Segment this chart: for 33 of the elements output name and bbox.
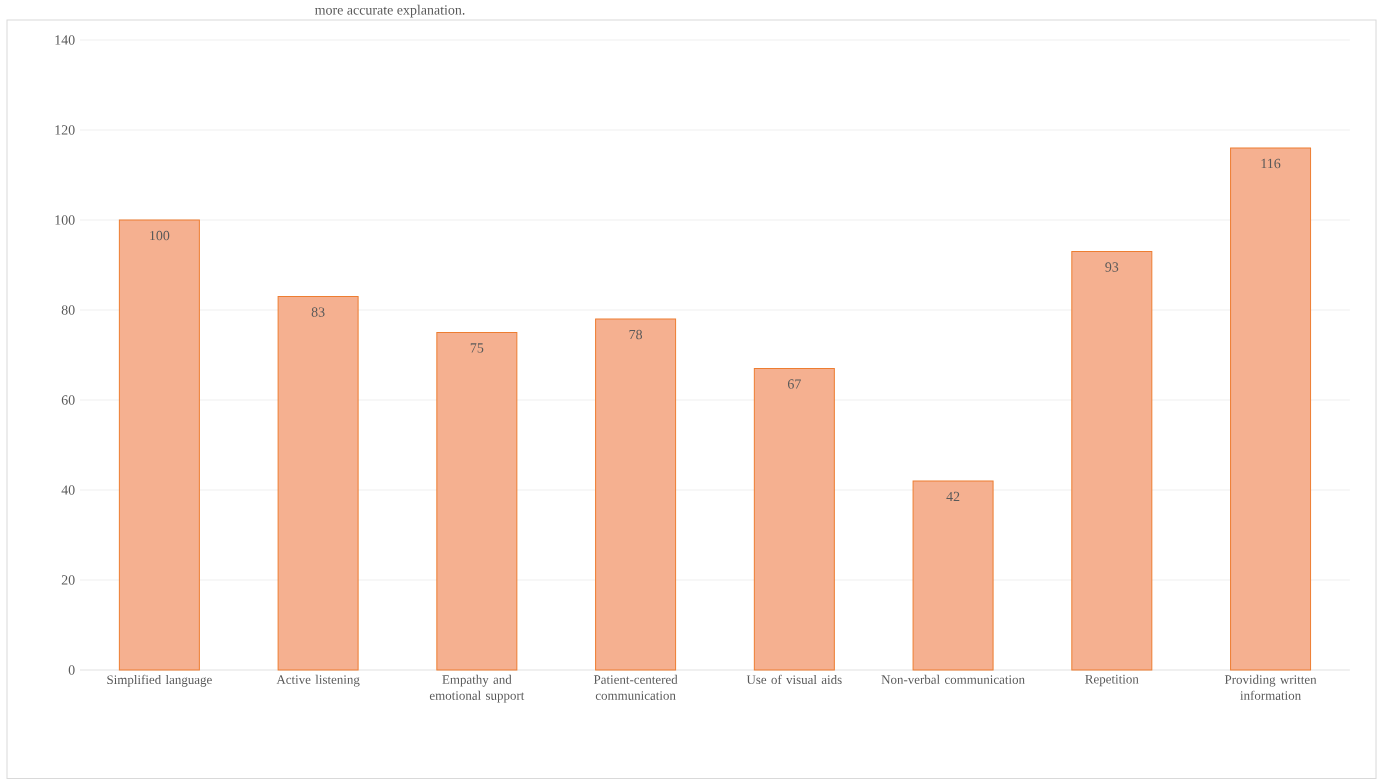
x-tick-label: Active listening [276,674,360,687]
y-tick-label: 120 [55,125,75,135]
bar [753,367,835,671]
y-tick-label: 40 [61,485,75,495]
y-tick-label: 0 [68,665,75,675]
data-label: 67 [787,379,801,389]
data-label: 83 [311,307,325,317]
data-label: 116 [1261,158,1281,169]
x-tick-label: Empathy and emotional support [429,674,525,703]
x-tick-label: Simplified language [107,674,212,687]
data-label: 78 [629,329,643,340]
data-label: 42 [946,491,960,502]
x-tick-label: Non-verbal communication [881,674,1025,684]
x-tick-label: Patient-centered communication [593,674,678,700]
bar [1230,147,1312,671]
y-tick-label: 60 [61,395,75,405]
bar [912,480,994,671]
x-tick-label: Providing written information [1224,674,1317,700]
bar [436,331,518,671]
text: more accurate explanation. [314,4,465,18]
bar [1071,250,1153,671]
bar [277,295,359,671]
data-label: 75 [470,343,484,353]
y-tick-label: 20 [61,575,75,585]
y-tick-label: 80 [61,305,75,315]
y-tick-label: 140 [55,35,75,45]
bar [118,219,200,671]
y-tick-label: 100 [55,215,75,225]
data-label: 93 [1105,262,1119,272]
x-tick-label: Use of visual aids [746,674,842,685]
bar [595,318,677,671]
x-tick-label: Repetition [1085,674,1139,687]
data-label: 100 [150,230,170,241]
